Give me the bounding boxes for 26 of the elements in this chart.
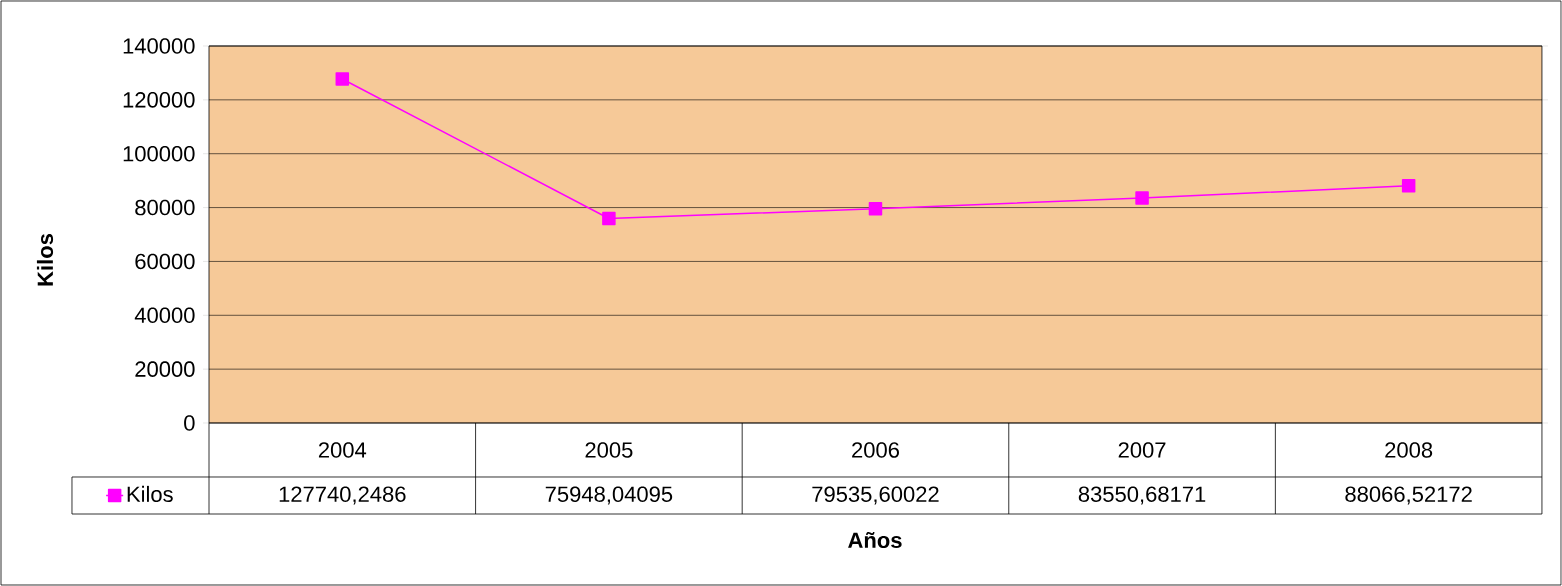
y-tick-label: 140000 [123, 38, 195, 54]
legend-label: Kilos [127, 485, 173, 503]
point [602, 211, 616, 226]
x-tick-label: 2004 [318, 442, 367, 458]
y-tick-label: 60000 [135, 253, 195, 270]
point [868, 202, 883, 216]
data-label: 79535,60022 [812, 486, 939, 505]
x-tick-label: 2006 [852, 442, 899, 458]
data-label: 88066,52172 [1345, 486, 1472, 505]
data-label: 75948,04095 [545, 486, 673, 505]
x-tick-label: 2005 [585, 442, 633, 458]
point [1135, 191, 1149, 205]
data-label: 83550,68171 [1078, 486, 1206, 505]
point [335, 72, 350, 86]
data-label: 127740,2486 [279, 486, 406, 505]
x-tick-label: 2007 [1118, 442, 1166, 458]
y-axis-title: Kilos [36, 233, 54, 286]
y-tick-label: 20000 [135, 361, 195, 377]
x-axis-title: Años [848, 531, 902, 549]
y-tick-label: 40000 [134, 307, 195, 324]
y-tick-label: 120000 [123, 92, 195, 108]
point [1401, 179, 1416, 193]
y-tick-label: 80000 [135, 199, 195, 216]
x-tick-label: 2008 [1385, 442, 1433, 458]
y-tick-label: 100000 [123, 145, 195, 162]
y-tick-label: 0 [184, 415, 195, 431]
